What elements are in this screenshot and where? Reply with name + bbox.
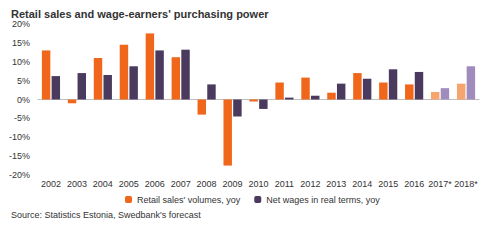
svg-text:0%: 0% [17, 95, 30, 105]
svg-text:2008: 2008 [197, 179, 217, 189]
svg-text:Source: Statistics Estonia, Sw: Source: Statistics Estonia, Swedbank's f… [11, 210, 201, 220]
svg-text:2014: 2014 [352, 179, 372, 189]
svg-text:2009: 2009 [223, 179, 243, 189]
svg-text:-5%: -5% [14, 113, 30, 123]
svg-text:2007: 2007 [171, 179, 191, 189]
svg-text:2017*: 2017* [428, 179, 452, 189]
svg-text:2004: 2004 [93, 179, 113, 189]
svg-text:2013: 2013 [326, 179, 346, 189]
svg-text:-15%: -15% [9, 151, 30, 161]
svg-text:10%: 10% [12, 57, 30, 67]
svg-text:Net wages in real terms, yoy: Net wages in real terms, yoy [266, 195, 380, 205]
svg-text:2003: 2003 [67, 179, 87, 189]
svg-text:2018*: 2018* [454, 179, 478, 189]
svg-text:2016: 2016 [404, 179, 424, 189]
svg-text:2005: 2005 [119, 179, 139, 189]
svg-text:2011: 2011 [275, 179, 294, 189]
svg-text:2006: 2006 [145, 179, 165, 189]
svg-text:-20%: -20% [9, 170, 30, 180]
svg-text:-10%: -10% [9, 132, 30, 142]
svg-text:15%: 15% [12, 38, 30, 48]
svg-text:20%: 20% [12, 19, 30, 29]
svg-text:Retail sales' volumes, yoy: Retail sales' volumes, yoy [137, 195, 241, 205]
svg-text:5%: 5% [17, 76, 30, 86]
svg-text:2015: 2015 [378, 179, 398, 189]
svg-text:Retail sales and wage-earners': Retail sales and wage-earners' purchasin… [11, 8, 269, 20]
svg-text:2012: 2012 [300, 179, 320, 189]
svg-text:2002: 2002 [41, 179, 61, 189]
svg-text:2010: 2010 [248, 179, 268, 189]
